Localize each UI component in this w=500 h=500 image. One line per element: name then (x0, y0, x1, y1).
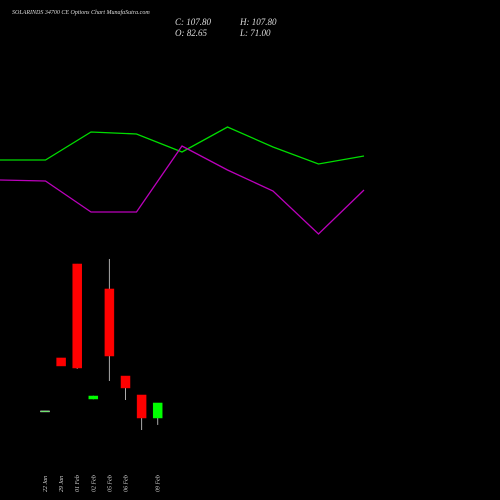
x-tick-label: 01 Feb (75, 475, 81, 492)
candle-body (120, 375, 131, 389)
info-low: L: 71.00 (239, 28, 271, 38)
candle-body (136, 394, 147, 419)
candle-body (104, 288, 115, 357)
info-open: O: 82.65 (175, 28, 207, 38)
candle-body (56, 357, 66, 367)
candle-body (152, 402, 163, 419)
x-tick-label: 09 Feb (156, 475, 162, 492)
x-tick-label: 22 Jan (43, 476, 49, 492)
x-tick-label: 06 Feb (124, 475, 130, 492)
info-close: C: 107.80 (175, 17, 212, 27)
indicator-line (0, 145, 365, 235)
x-tick-label: 02 Feb (91, 475, 97, 492)
chart-title: SOLARINDS 34700 CE Options Chart MunafaS… (12, 9, 150, 16)
x-tick-label: 05 Feb (107, 475, 113, 492)
indicator-line (0, 126, 365, 165)
info-high: H: 107.80 (239, 17, 277, 27)
x-tick-label: 29 Jan (59, 476, 65, 492)
candle-body (40, 410, 50, 413)
candle-body (72, 263, 82, 369)
candle-body (88, 395, 99, 400)
